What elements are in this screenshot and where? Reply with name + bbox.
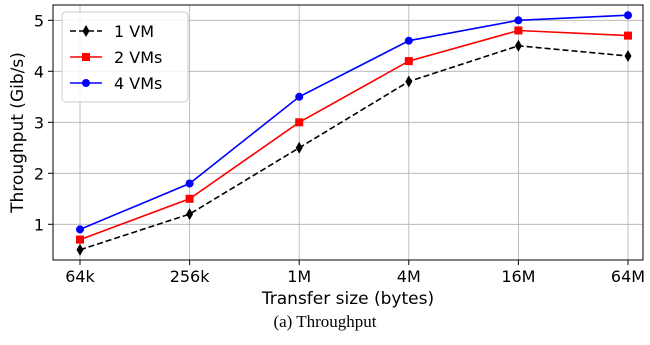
- data-point: [295, 141, 303, 154]
- legend-marker: [82, 25, 90, 37]
- data-point: [76, 243, 84, 256]
- series-line: [79, 29, 629, 241]
- x-tick-label: 1M: [287, 267, 311, 286]
- y-tick-label: 4: [34, 62, 44, 81]
- legend-marker: [82, 79, 90, 87]
- data-point: [185, 179, 194, 188]
- series-line: [79, 44, 629, 251]
- data-point: [624, 11, 632, 20]
- x-axis-title: Transfer size (bytes): [261, 289, 434, 309]
- y-tick-label: 5: [34, 11, 44, 30]
- data-point: [514, 39, 522, 52]
- legend-label: 4 VMs: [114, 74, 162, 93]
- data-point: [186, 208, 194, 221]
- x-tick-label: 64M: [611, 267, 645, 286]
- legend-marker: [82, 53, 90, 61]
- series-3: [76, 11, 632, 234]
- x-tick-label: 16M: [501, 267, 535, 286]
- axis-ticks: 64k 256k 1M 4M 16M 64M 1 2 3 4 5: [34, 11, 645, 286]
- legend-box: [61, 11, 189, 103]
- x-tick-label: 64k: [65, 267, 95, 286]
- series-2: [76, 26, 632, 244]
- data-point: [404, 36, 413, 45]
- data-point: [404, 57, 413, 66]
- x-tick-label: 4M: [397, 267, 421, 286]
- data-point: [624, 31, 632, 40]
- series-layer: [76, 11, 632, 256]
- data-point: [185, 194, 194, 203]
- data-point: [295, 118, 304, 127]
- series-1: [76, 39, 632, 256]
- data-point: [514, 16, 523, 25]
- y-tick-label: 1: [34, 215, 44, 234]
- data-point: [76, 235, 84, 244]
- data-point: [76, 225, 84, 234]
- plot-frame: [52, 4, 644, 261]
- series-line: [79, 14, 629, 231]
- data-point: [405, 75, 413, 88]
- y-tick-label: 3: [34, 113, 44, 132]
- data-point: [624, 50, 632, 62]
- y-tick-label: 2: [34, 164, 44, 183]
- legend: 1 VM 2 VMs 4 VMs: [61, 11, 189, 103]
- legend-label: 1 VM: [114, 22, 154, 41]
- y-axis-title: Throughput (Gib/s): [8, 52, 28, 214]
- x-tick-label: 256k: [170, 267, 211, 286]
- data-point: [514, 26, 523, 35]
- data-point: [295, 92, 304, 101]
- legend-label: 2 VMs: [114, 48, 162, 67]
- figure-caption: (a) Throughput: [273, 312, 377, 331]
